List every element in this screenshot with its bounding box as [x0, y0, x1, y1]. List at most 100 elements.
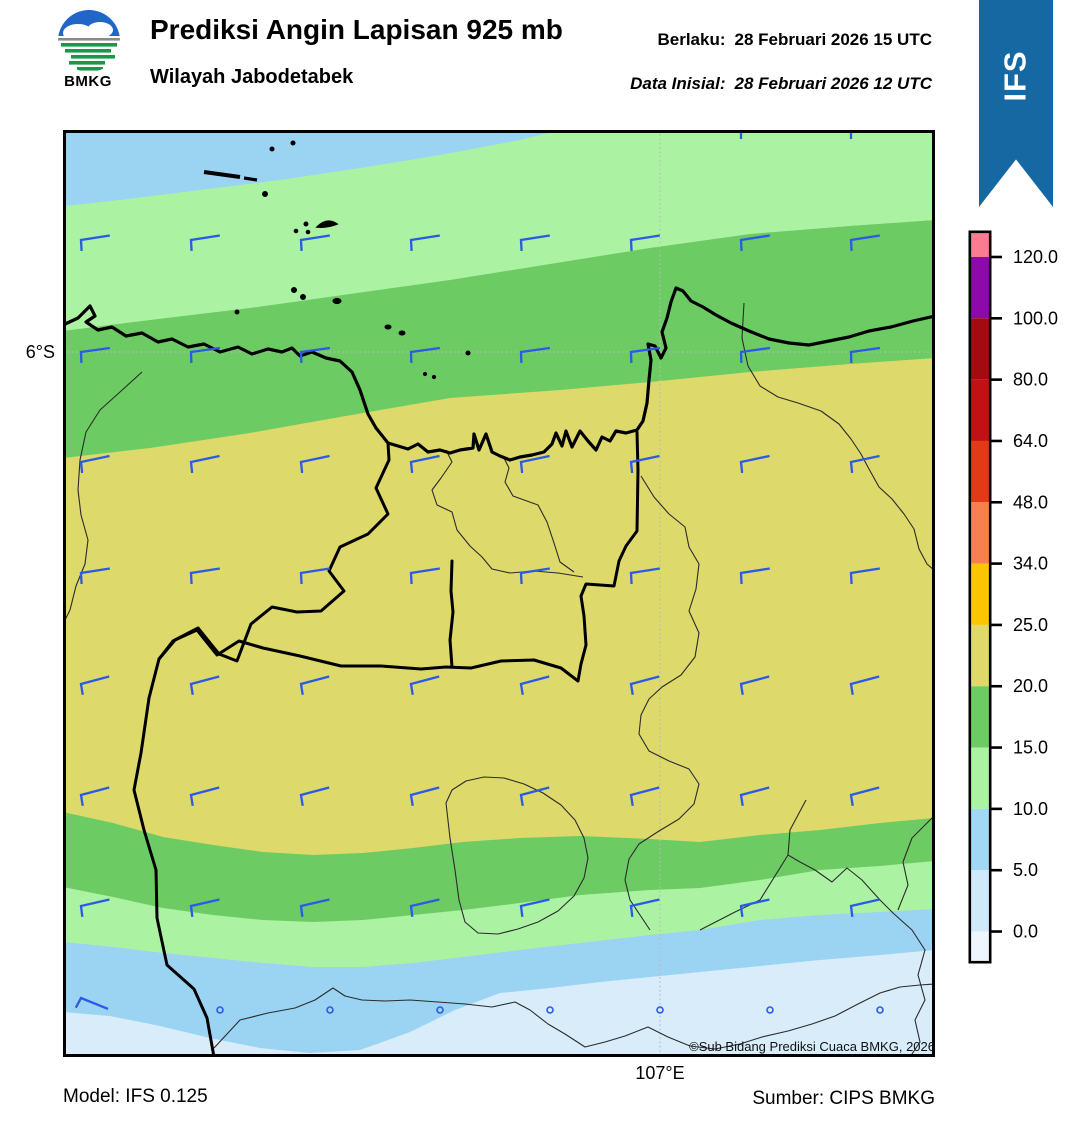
model-ribbon: IFS — [979, 0, 1053, 207]
wind-barb — [409, 898, 440, 918]
legend-tick-label: 100.0 — [1013, 308, 1058, 328]
wind-barb — [519, 786, 550, 807]
wind-barb — [849, 454, 880, 474]
wind-barb — [79, 567, 110, 585]
legend-color-segment — [970, 257, 990, 319]
calm-wind-circle — [546, 1006, 554, 1014]
wind-barb — [299, 898, 330, 918]
wind-barb — [849, 675, 880, 696]
wind-barb — [79, 234, 110, 252]
legend-color-segment — [970, 686, 990, 748]
wind-barb — [629, 454, 660, 474]
wind-barb — [739, 786, 770, 807]
wind-barb — [519, 675, 550, 696]
wind-barb — [79, 675, 110, 696]
legend-border — [968, 230, 992, 964]
legend-color-segment — [970, 563, 990, 625]
model-ribbon-text: IFS — [997, 50, 1033, 102]
wind-barb — [409, 567, 440, 585]
wind-barb — [79, 898, 110, 918]
calm-wind-circle — [766, 1006, 774, 1014]
legend-color-segment — [970, 440, 990, 503]
wind-barb — [299, 786, 330, 807]
initial-time-line: Data Inisial: 28 Februari 2026 12 UTC — [630, 74, 932, 94]
wind-barb — [189, 454, 220, 474]
legend-tick-label: 80.0 — [1013, 370, 1048, 390]
legend-tick-label: 0.0 — [1013, 922, 1038, 942]
wind-barb — [519, 454, 550, 474]
calm-wind-circle — [216, 1006, 224, 1014]
wind-barb — [409, 786, 440, 807]
wind-barb — [739, 567, 770, 585]
speed-band-0-5-bottom — [64, 950, 934, 1056]
wind-barb — [519, 898, 550, 918]
wind-barb — [189, 234, 220, 252]
calm-wind-circle — [436, 1006, 444, 1014]
legend-color-segment — [970, 931, 990, 962]
wind-barb — [739, 454, 770, 474]
legend-color-segment — [970, 747, 990, 809]
valid-time-label: Berlaku: — [657, 30, 726, 49]
legend-tick-label: 10.0 — [1013, 799, 1048, 819]
legend-tick-label: 34.0 — [1013, 554, 1048, 574]
wind-barb — [629, 898, 660, 918]
legend-color-segment — [970, 502, 990, 564]
wind-barb — [409, 675, 440, 696]
legend-tick-label: 25.0 — [1013, 615, 1048, 635]
wind-barb — [849, 567, 880, 585]
wind-barb — [79, 454, 110, 474]
wind-barb — [849, 786, 880, 807]
wind-speed-legend: 120.0 100.0 80.0 64.0 48.0 34.0 25.0 20.0 15.0 10… — [968, 230, 1058, 964]
wind-barb — [739, 346, 771, 364]
wind-barb — [849, 346, 881, 364]
speed-band-5-10-top — [64, 131, 554, 206]
wind-map — [63, 130, 935, 1057]
wind-barb — [299, 234, 330, 252]
bmkg-logo-text: BMKG — [64, 73, 112, 90]
map-frame — [63, 130, 935, 1057]
valid-time-line: Berlaku: 28 Februari 2026 15 UTC — [657, 30, 932, 50]
legend-color-segment — [970, 808, 990, 871]
initial-time-label: Data Inisial: — [630, 74, 726, 93]
islands — [203, 140, 471, 380]
wind-barb — [629, 234, 660, 252]
valid-time-value: 28 Februari 2026 15 UTC — [734, 30, 932, 49]
wind-barb — [739, 675, 770, 696]
wind-barb — [409, 234, 440, 252]
legend-tick-label: 5.0 — [1013, 860, 1038, 880]
wind-barb — [849, 898, 880, 918]
speed-band-10-15-top — [64, 131, 934, 331]
wind-barb — [739, 898, 770, 918]
province-boundaries — [132, 430, 640, 1056]
wind-barb — [299, 346, 331, 364]
wind-barb — [79, 346, 111, 364]
page-subtitle: Wilayah Jabodetabek — [150, 66, 354, 88]
calm-wind-circle — [326, 1006, 334, 1014]
legend-tick-label: 64.0 — [1013, 431, 1048, 451]
wind-barb — [74, 996, 109, 1011]
calm-wind-circle — [876, 1006, 884, 1014]
wind-barb — [519, 234, 550, 252]
wind-barb — [299, 675, 330, 696]
initial-time-value: 28 Februari 2026 12 UTC — [734, 74, 932, 93]
wind-barb — [299, 454, 330, 474]
wind-barb — [629, 675, 660, 696]
wind-barb — [409, 454, 440, 474]
wind-barb — [519, 567, 550, 585]
wind-barb — [629, 786, 660, 807]
wind-barb — [519, 346, 551, 364]
legend-tick-label: 120.0 — [1013, 247, 1058, 267]
legend-color-segment — [970, 870, 990, 932]
wind-barb — [409, 346, 441, 364]
copyright-text: ©Sub Bidang Prediksi Cuaca BMKG, 2026 — [689, 1039, 935, 1054]
longitude-tick-label: 107°E — [635, 1063, 685, 1083]
legend-color-segment — [970, 624, 990, 687]
source-caption: Sumber: CIPS BMKG — [752, 1088, 935, 1109]
legend-tick-label: 48.0 — [1013, 492, 1048, 512]
wind-barb — [299, 567, 330, 585]
coastline — [64, 286, 934, 462]
wind-barb — [79, 786, 110, 807]
calm-wind-circle — [656, 1006, 664, 1014]
wind-barb — [849, 234, 880, 252]
